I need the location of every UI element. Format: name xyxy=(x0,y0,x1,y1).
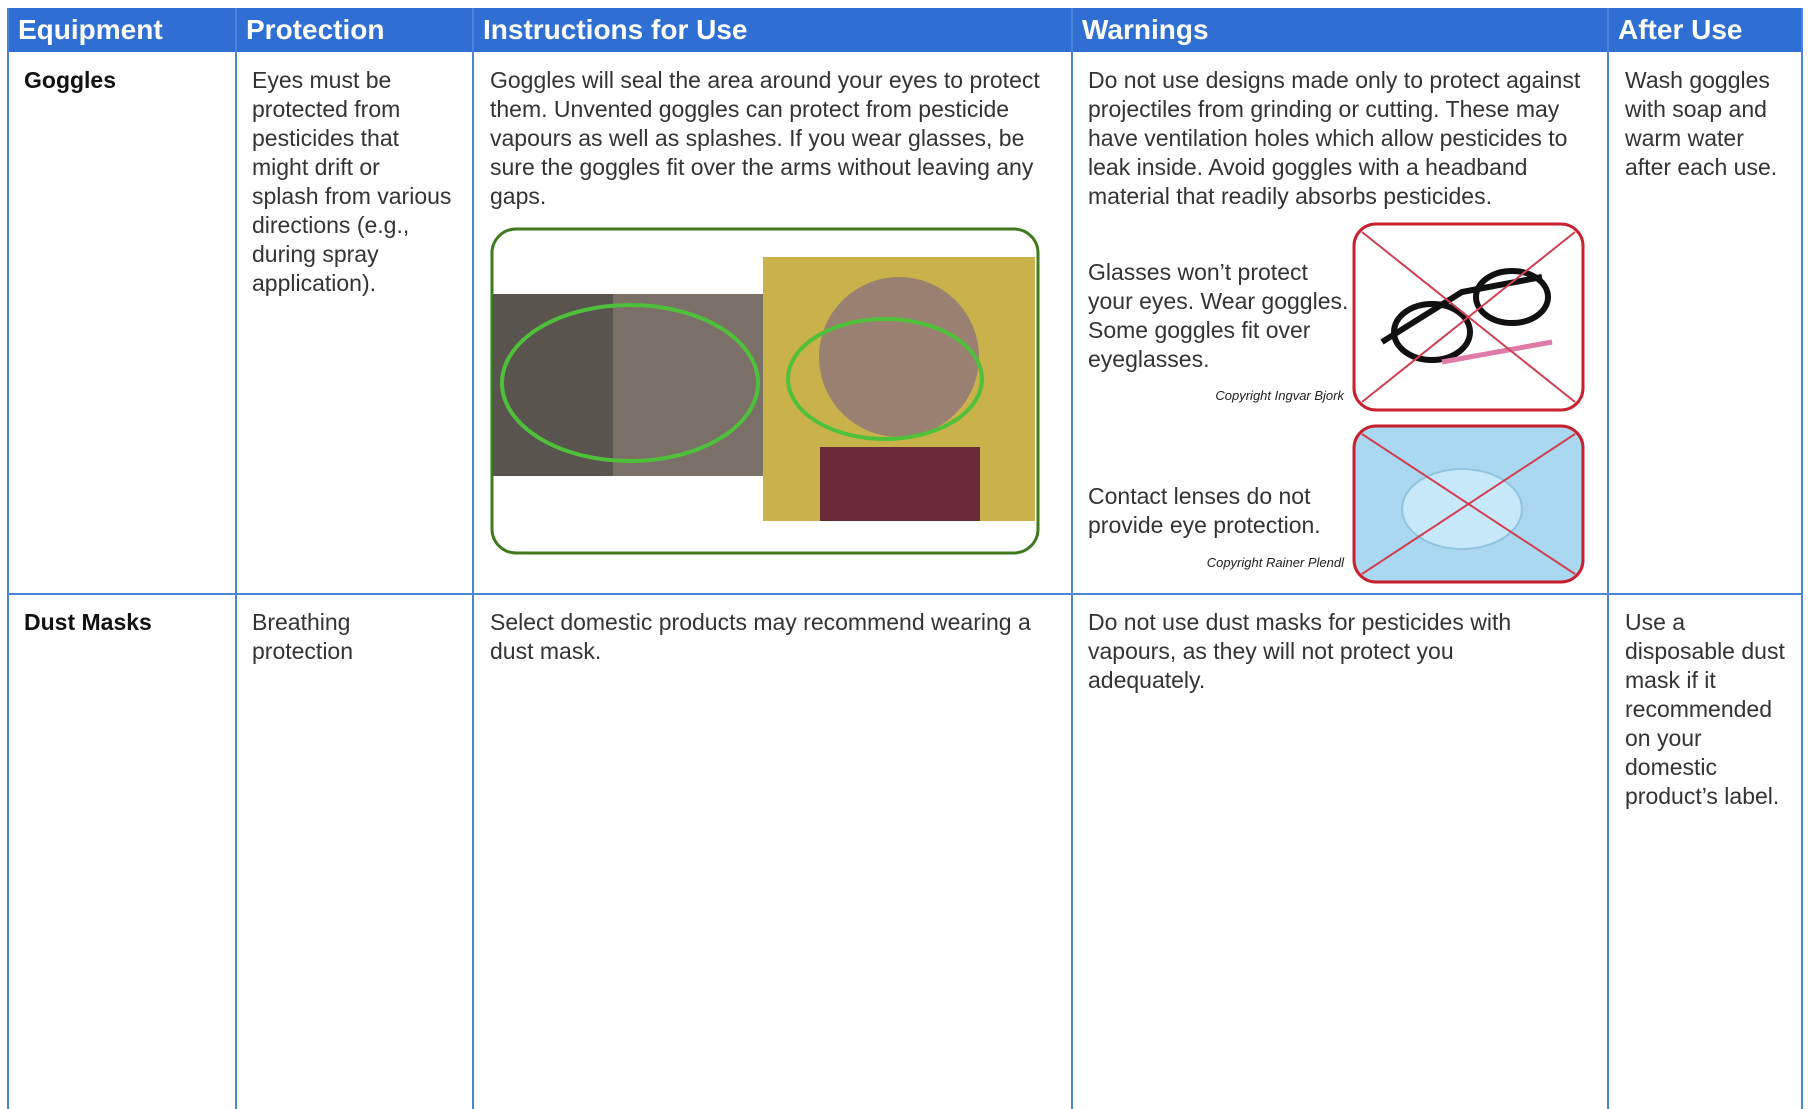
cell-text: Dust Masks xyxy=(24,609,152,635)
warning-note: Glasses won’t protect your eyes. Wear go… xyxy=(1088,259,1349,372)
cell-text: Wash goggles with soap and warm water af… xyxy=(1625,67,1778,180)
header-cell: Protection xyxy=(236,8,473,52)
cell-text: Do not use designs made only to protect … xyxy=(1088,67,1581,209)
cell-text: Goggles will seal the area around your e… xyxy=(490,67,1040,209)
border xyxy=(7,8,9,1109)
border xyxy=(1607,8,1609,1109)
goggles-photos xyxy=(490,227,1040,555)
header-cell: After Use xyxy=(1608,8,1802,52)
border xyxy=(1071,8,1073,1109)
cell-text: Select domestic products may recommend w… xyxy=(490,609,1031,664)
border xyxy=(1801,8,1803,1109)
glasses-image xyxy=(1352,222,1585,412)
header-cell: Equipment xyxy=(8,8,236,52)
cell-text: Use a disposable dust mask if it recomme… xyxy=(1625,609,1785,809)
header-cell: Instructions for Use xyxy=(473,8,1072,52)
image-credit: Copyright Rainer Plendl xyxy=(1206,555,1344,570)
cell-text: Breathing protection xyxy=(252,609,354,664)
cell-text: Goggles xyxy=(24,67,117,93)
border xyxy=(472,8,474,1109)
border xyxy=(8,593,1802,595)
cell-text: Do not use dust masks for pesticides wit… xyxy=(1088,609,1512,693)
warning-note: Contact lenses do not provide eye protec… xyxy=(1088,483,1321,538)
cell-text: Eyes must be protected from pesticides t… xyxy=(252,67,452,296)
border xyxy=(235,8,237,1109)
image-credit: Copyright Ingvar Bjork xyxy=(1215,388,1344,403)
header-cell: Warnings xyxy=(1072,8,1608,52)
contact-lens-image xyxy=(1352,424,1585,584)
